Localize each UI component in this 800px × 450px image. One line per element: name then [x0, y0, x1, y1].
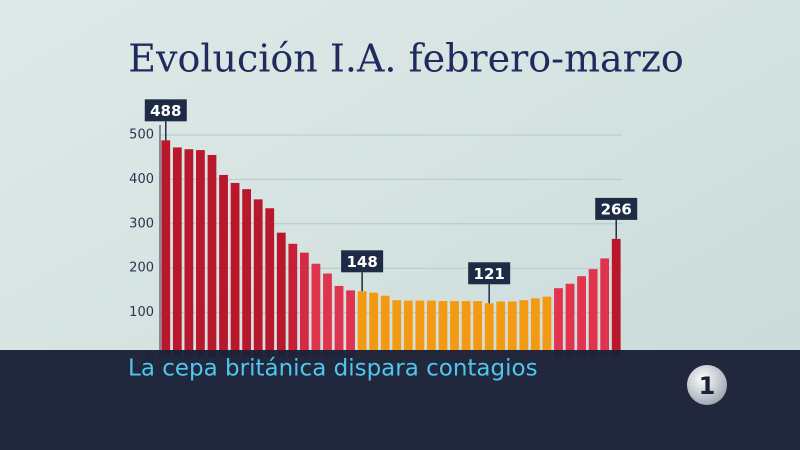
label-box — [144, 99, 187, 122]
bar — [288, 243, 298, 357]
label-box — [595, 197, 638, 220]
bar — [369, 292, 379, 357]
label-box — [468, 262, 511, 285]
bar — [230, 182, 240, 357]
bar — [415, 300, 425, 357]
bar — [542, 296, 552, 357]
bar — [392, 300, 402, 357]
bar — [323, 273, 332, 357]
bar — [577, 276, 586, 357]
bar — [484, 303, 494, 357]
y-tick-label: 300 — [129, 216, 154, 231]
bar — [519, 300, 529, 357]
bar — [334, 285, 344, 357]
bar — [461, 301, 471, 357]
logo-badge — [687, 365, 727, 405]
bar — [299, 252, 309, 357]
data-label: 121 — [474, 265, 505, 283]
bar — [265, 208, 275, 357]
headline: La cepa británica dispara contagios — [128, 356, 538, 382]
data-label: 266 — [601, 200, 632, 218]
logo: 1 — [699, 372, 716, 400]
bar — [207, 154, 217, 357]
plot: 0100200300400500488148121266 — [129, 99, 638, 365]
bar — [311, 263, 321, 357]
data-label: 148 — [346, 253, 377, 271]
label-box — [341, 250, 384, 273]
bar — [565, 283, 575, 357]
bar — [196, 150, 205, 357]
bar — [403, 300, 413, 357]
bar — [473, 301, 483, 357]
bar — [496, 301, 506, 357]
chart-title: Evolución I.A. febrero-marzo — [128, 37, 683, 81]
bar — [427, 300, 436, 357]
bar — [438, 301, 448, 357]
y-tick-label: 200 — [129, 261, 154, 276]
bar — [161, 140, 171, 357]
data-label: 488 — [150, 102, 181, 120]
bar — [611, 238, 621, 357]
y-tick-label: 500 — [129, 128, 154, 143]
bar — [588, 269, 598, 357]
bar — [357, 291, 367, 357]
bar — [600, 258, 610, 357]
bar — [219, 174, 228, 357]
bar — [380, 295, 390, 357]
bar — [450, 301, 459, 357]
bar — [242, 189, 252, 357]
bar — [530, 298, 540, 357]
bar — [554, 288, 563, 357]
bar — [253, 199, 263, 357]
bar — [346, 290, 355, 357]
banner — [0, 350, 800, 450]
bar — [276, 232, 286, 357]
bar — [172, 147, 182, 357]
bar — [184, 149, 194, 357]
y-tick-label: 100 — [129, 305, 154, 320]
bar — [507, 301, 517, 357]
y-tick-label: 400 — [129, 172, 154, 187]
